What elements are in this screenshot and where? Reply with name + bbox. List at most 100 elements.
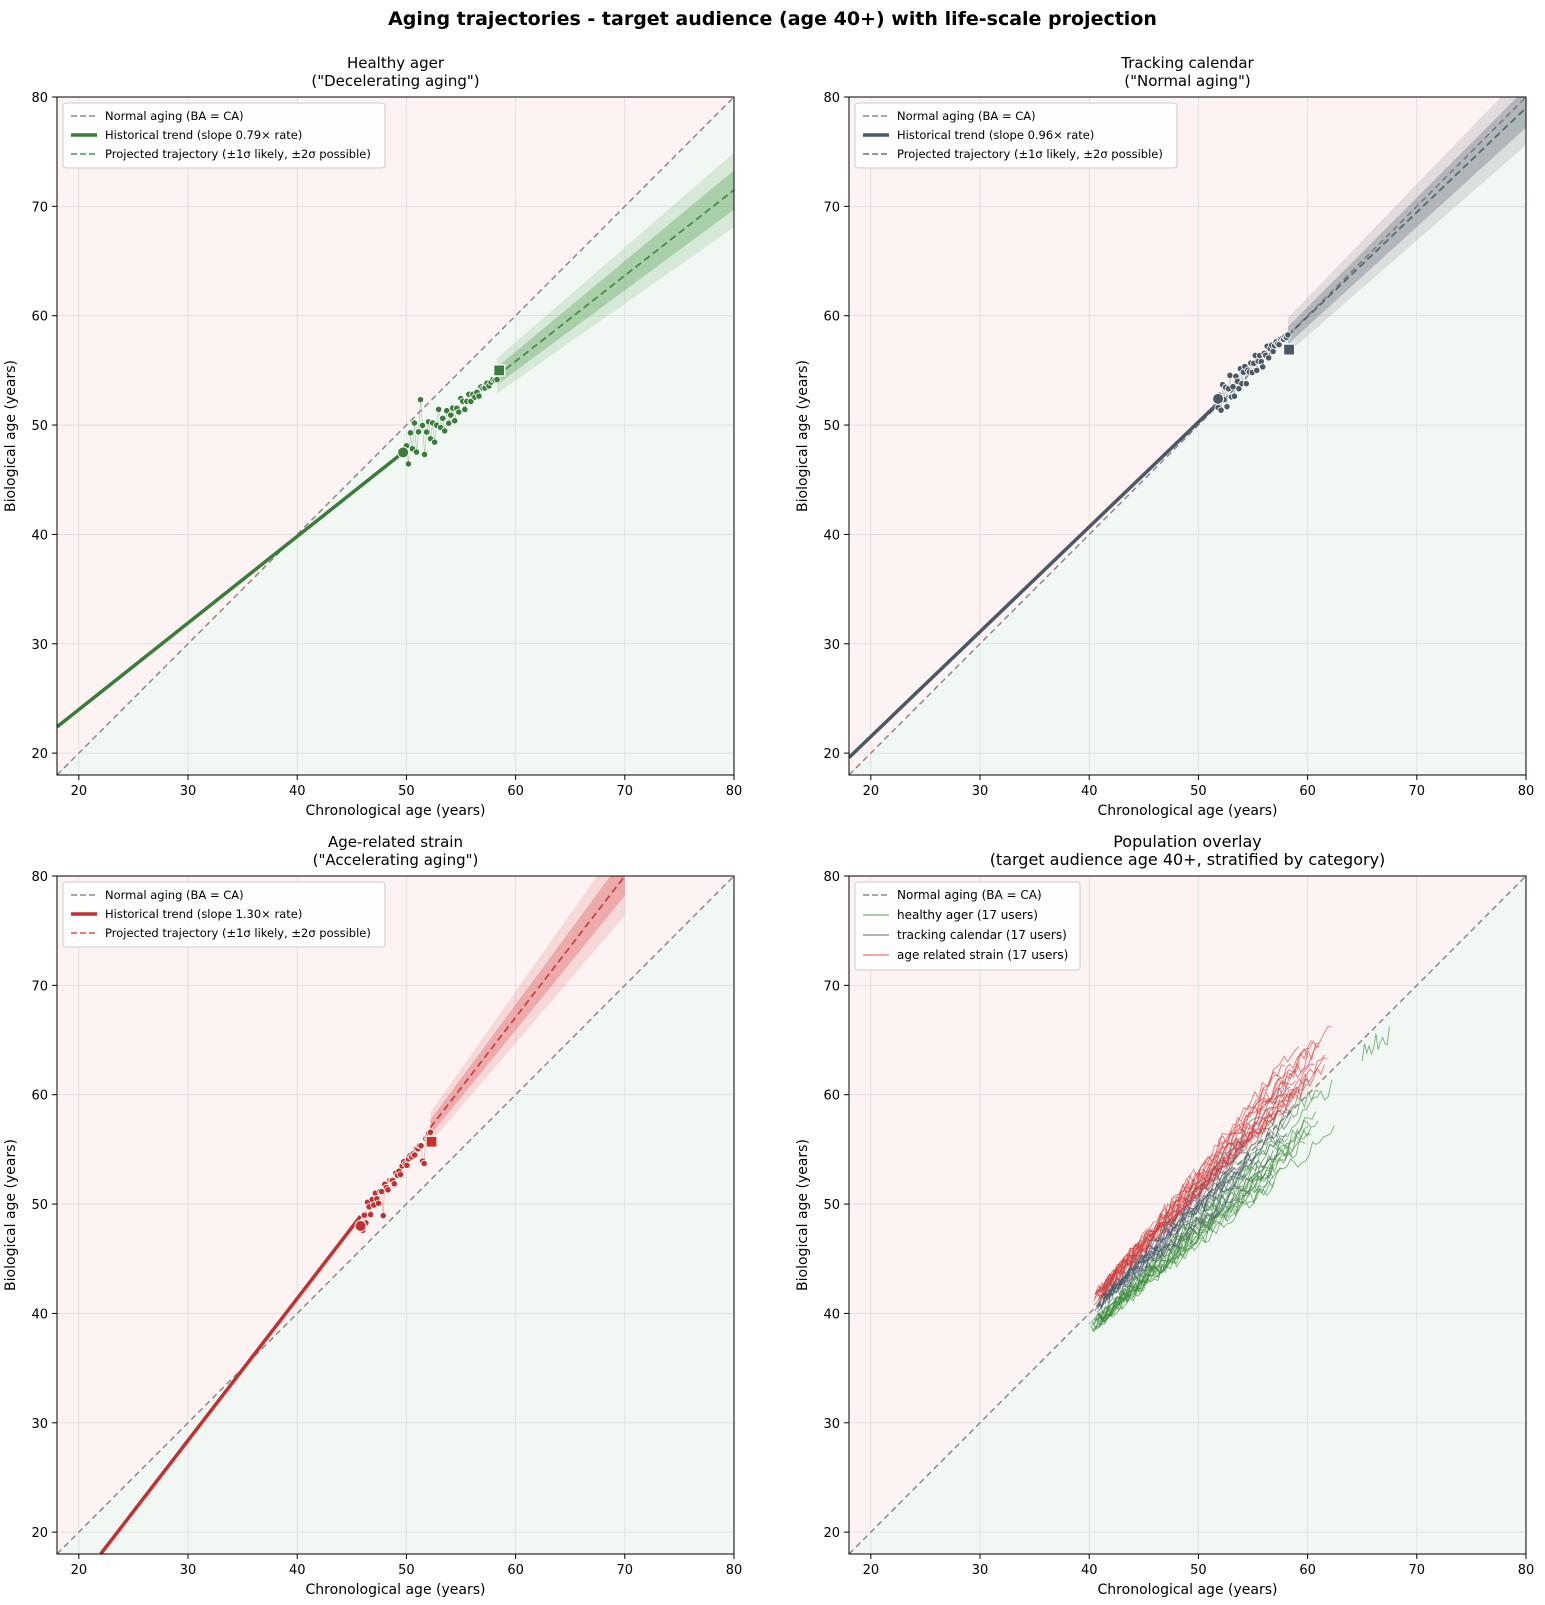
observation-point: [1230, 392, 1239, 400]
observation-point: [451, 417, 459, 425]
current-point-marker: [493, 364, 506, 377]
x-axis-label: Chronological age (years): [1098, 803, 1278, 819]
legend-label: Projected trajectory (±1σ likely, ±2σ po…: [105, 147, 371, 161]
x-tick-label: 40: [289, 784, 306, 799]
y-tick-label: 70: [31, 200, 48, 215]
x-tick-label: 30: [180, 1563, 197, 1578]
observation-point: [1265, 354, 1273, 362]
plot-area: [849, 97, 1526, 775]
x-tick-label: 30: [972, 1563, 989, 1578]
observation-point: [403, 1161, 411, 1169]
projection-band-2sigma: [497, 152, 734, 394]
x-tick-label: 80: [1518, 784, 1535, 799]
observation-point: [447, 411, 455, 419]
y-tick-label: 50: [823, 1198, 840, 1213]
historical-trend-line: [57, 451, 405, 729]
y-tick-label: 80: [823, 91, 840, 106]
x-tick-label: 60: [1299, 784, 1316, 799]
x-tick-label: 50: [1190, 784, 1207, 799]
observation-point: [384, 1186, 392, 1194]
x-tick-label: 80: [726, 1563, 743, 1578]
y-tick-label: 80: [823, 870, 840, 885]
observation-link: [420, 399, 423, 426]
start-point-marker: [354, 1219, 367, 1232]
x-tick-label: 80: [726, 784, 743, 799]
y-tick-label: 40: [31, 1307, 48, 1322]
legend: Normal aging (BA = CA) Historical trend (…: [854, 102, 1178, 169]
observation-point: [435, 405, 443, 414]
y-tick-label: 30: [31, 1417, 48, 1432]
observation-point: [455, 408, 463, 416]
y-tick-label: 80: [31, 91, 48, 106]
y-tick-label: 20: [31, 1526, 48, 1541]
projected-trajectory: [496, 189, 734, 377]
user-trajectory: [1097, 1083, 1288, 1298]
user-trajectory: [1094, 1039, 1312, 1296]
plot-area: [57, 876, 734, 1554]
observation-link: [422, 425, 425, 455]
observation-point: [467, 397, 475, 406]
observation-point: [404, 460, 413, 468]
panel-subtitle: ("Decelerating aging"): [311, 72, 479, 90]
decelerated-region: [849, 97, 1526, 775]
projection-band-2sigma: [1287, 97, 1526, 353]
observation-point: [461, 405, 469, 414]
x-tick-label: 80: [1518, 1563, 1535, 1578]
panel-age-related-strain: 20 30 40 50 60 70 80 20 30 40 50 60 70 80 Chronologica…: [3, 833, 742, 1598]
legend: Normal aging (BA = CA) Historical trend (…: [62, 881, 386, 948]
observation-point: [441, 427, 449, 435]
historical-trend-line: [99, 1215, 362, 1554]
observation-point: [475, 392, 483, 400]
x-tick-label: 70: [1409, 784, 1426, 799]
y-tick-label: 20: [31, 747, 48, 762]
projection-band-1sigma: [497, 170, 734, 385]
panel-title: Population overlay: [1113, 832, 1262, 851]
panel-subtitle: (target audience age 40+, stratified by …: [990, 850, 1386, 869]
panel-title: Healthy ager: [347, 54, 445, 72]
panel-subtitle: ("Accelerating aging"): [313, 851, 479, 869]
user-trajectory: [1088, 1125, 1309, 1331]
user-trajectory: [1089, 1133, 1311, 1333]
legend: Normal aging (BA = CA) healthy ager (17 u…: [854, 881, 1081, 971]
y-tick-label: 60: [31, 1089, 48, 1104]
y-axis-label: Biological age (years): [795, 1139, 811, 1291]
legend-label: Normal aging (BA = CA): [897, 888, 1042, 902]
y-tick-label: 70: [31, 979, 48, 994]
observation-point: [431, 438, 439, 446]
x-tick-label: 50: [1190, 1563, 1207, 1578]
x-axis-label: Chronological age (years): [1098, 1582, 1278, 1598]
observation-link: [414, 423, 417, 453]
observation-point: [420, 450, 429, 459]
observation-link: [418, 399, 421, 432]
observation-point: [422, 428, 431, 436]
user-trajectory: [1094, 1132, 1280, 1326]
legend-box: [62, 881, 386, 948]
legend-label: Projected trajectory (±1σ likely, ±2σ po…: [105, 926, 371, 940]
observation-point: [411, 1151, 419, 1159]
observation-point: [1284, 331, 1292, 339]
user-trajectory: [1102, 1064, 1286, 1296]
y-axis-label: Biological age (years): [795, 360, 811, 512]
x-tick-label: 40: [289, 1563, 306, 1578]
observation-point: [406, 429, 415, 437]
observation-point: [390, 1180, 398, 1188]
y-tick-label: 40: [31, 528, 48, 543]
x-tick-label: 20: [863, 784, 880, 799]
y-axis-label: Biological age (years): [3, 360, 19, 512]
user-trajectory: [1361, 1026, 1390, 1062]
observation-point: [420, 1159, 428, 1168]
observation-point: [439, 414, 447, 422]
x-tick-label: 70: [617, 1563, 634, 1578]
observation-point: [426, 1128, 435, 1136]
legend-label: Normal aging (BA = CA): [897, 109, 1036, 123]
x-tick-label: 30: [180, 784, 197, 799]
panel-title: Tracking calendar: [1120, 54, 1254, 72]
user-trajectory: [1097, 1026, 1332, 1292]
observation-point: [396, 1170, 405, 1179]
x-tick-label: 60: [507, 784, 524, 799]
y-tick-label: 40: [823, 528, 840, 543]
current-point-marker: [425, 1135, 438, 1148]
panel-population-overlay: 20 30 40 50 60 70 80 20 30 40 50 60 70 80 Chronologica…: [795, 832, 1534, 1598]
y-tick-label: 30: [823, 1417, 840, 1432]
